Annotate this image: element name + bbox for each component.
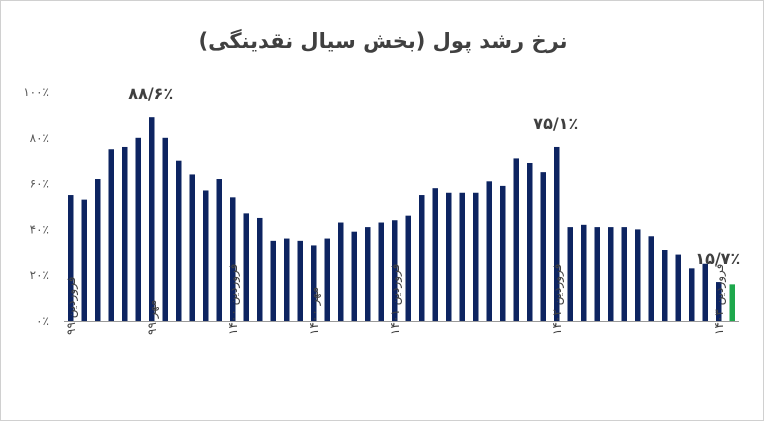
bar — [689, 268, 695, 321]
y-tick-label: ۸۰٪ — [30, 131, 49, 145]
bar — [162, 137, 168, 321]
bar — [230, 197, 236, 321]
bar — [365, 227, 371, 321]
bar — [68, 195, 74, 321]
data-label: ۱۵/۷٪ — [695, 249, 740, 268]
bar — [216, 179, 222, 321]
bar — [567, 227, 573, 321]
bar — [378, 222, 384, 321]
bar — [648, 236, 654, 321]
bar — [95, 179, 101, 321]
bar — [311, 245, 317, 321]
chart-title: نرخ رشد پول (بخش سیال نقدینگی) — [198, 29, 568, 53]
x-tick-label: فروردین ۱۴۰۲ — [550, 264, 565, 335]
x-tick-label: فروردین ۱۴۰۳ — [712, 264, 727, 335]
bar — [675, 254, 681, 321]
bar — [189, 174, 195, 321]
bar — [392, 220, 398, 321]
bar — [257, 217, 263, 321]
bar — [284, 238, 290, 321]
x-tick-label: مهر ۹۹ — [145, 300, 160, 335]
bar — [446, 192, 452, 321]
bar — [635, 229, 641, 321]
y-tick-label: ۶۰٪ — [30, 177, 49, 191]
bar — [176, 160, 182, 321]
bar — [135, 137, 141, 321]
x-tick-label: فروردین ۱۴۰۰ — [226, 264, 241, 335]
x-tick-label: فروردین ۹۹ — [64, 277, 79, 335]
data-label: ۸۸/۶٪ — [128, 84, 173, 103]
bar — [608, 227, 614, 321]
bar — [81, 199, 87, 321]
y-tick-label: ۰٪ — [36, 314, 49, 328]
bar — [473, 192, 479, 321]
bar — [405, 215, 411, 321]
bar — [702, 263, 708, 321]
y-tick-label: ۱۰۰٪ — [23, 85, 49, 99]
data-label: ۷۵/۱٪ — [533, 114, 578, 133]
x-tick-label: مهر ۱۴۰۰ — [307, 287, 322, 335]
bar — [324, 238, 330, 321]
bar — [540, 172, 546, 321]
bar — [338, 222, 344, 321]
bar — [243, 213, 249, 321]
bar — [203, 190, 209, 321]
bar — [594, 227, 600, 321]
bar — [554, 146, 560, 321]
bar — [662, 250, 668, 321]
x-tick-label: فروردین ۱۴۰۱ — [388, 264, 403, 335]
bar — [149, 117, 155, 321]
bar — [351, 231, 357, 321]
bar-highlight — [729, 284, 735, 321]
bar — [122, 146, 128, 321]
bar — [581, 224, 587, 321]
bar — [486, 181, 492, 321]
bar — [513, 158, 519, 321]
bar — [527, 162, 533, 321]
bar — [270, 240, 276, 321]
y-tick-label: ۴۰٪ — [30, 222, 49, 236]
bar — [432, 188, 438, 321]
bar — [419, 195, 425, 321]
bar — [459, 192, 465, 321]
bar — [108, 149, 114, 321]
y-tick-label: ۲۰٪ — [30, 268, 49, 282]
bar — [297, 240, 303, 321]
bar — [500, 185, 506, 321]
bar — [716, 282, 722, 321]
bar — [621, 227, 627, 321]
